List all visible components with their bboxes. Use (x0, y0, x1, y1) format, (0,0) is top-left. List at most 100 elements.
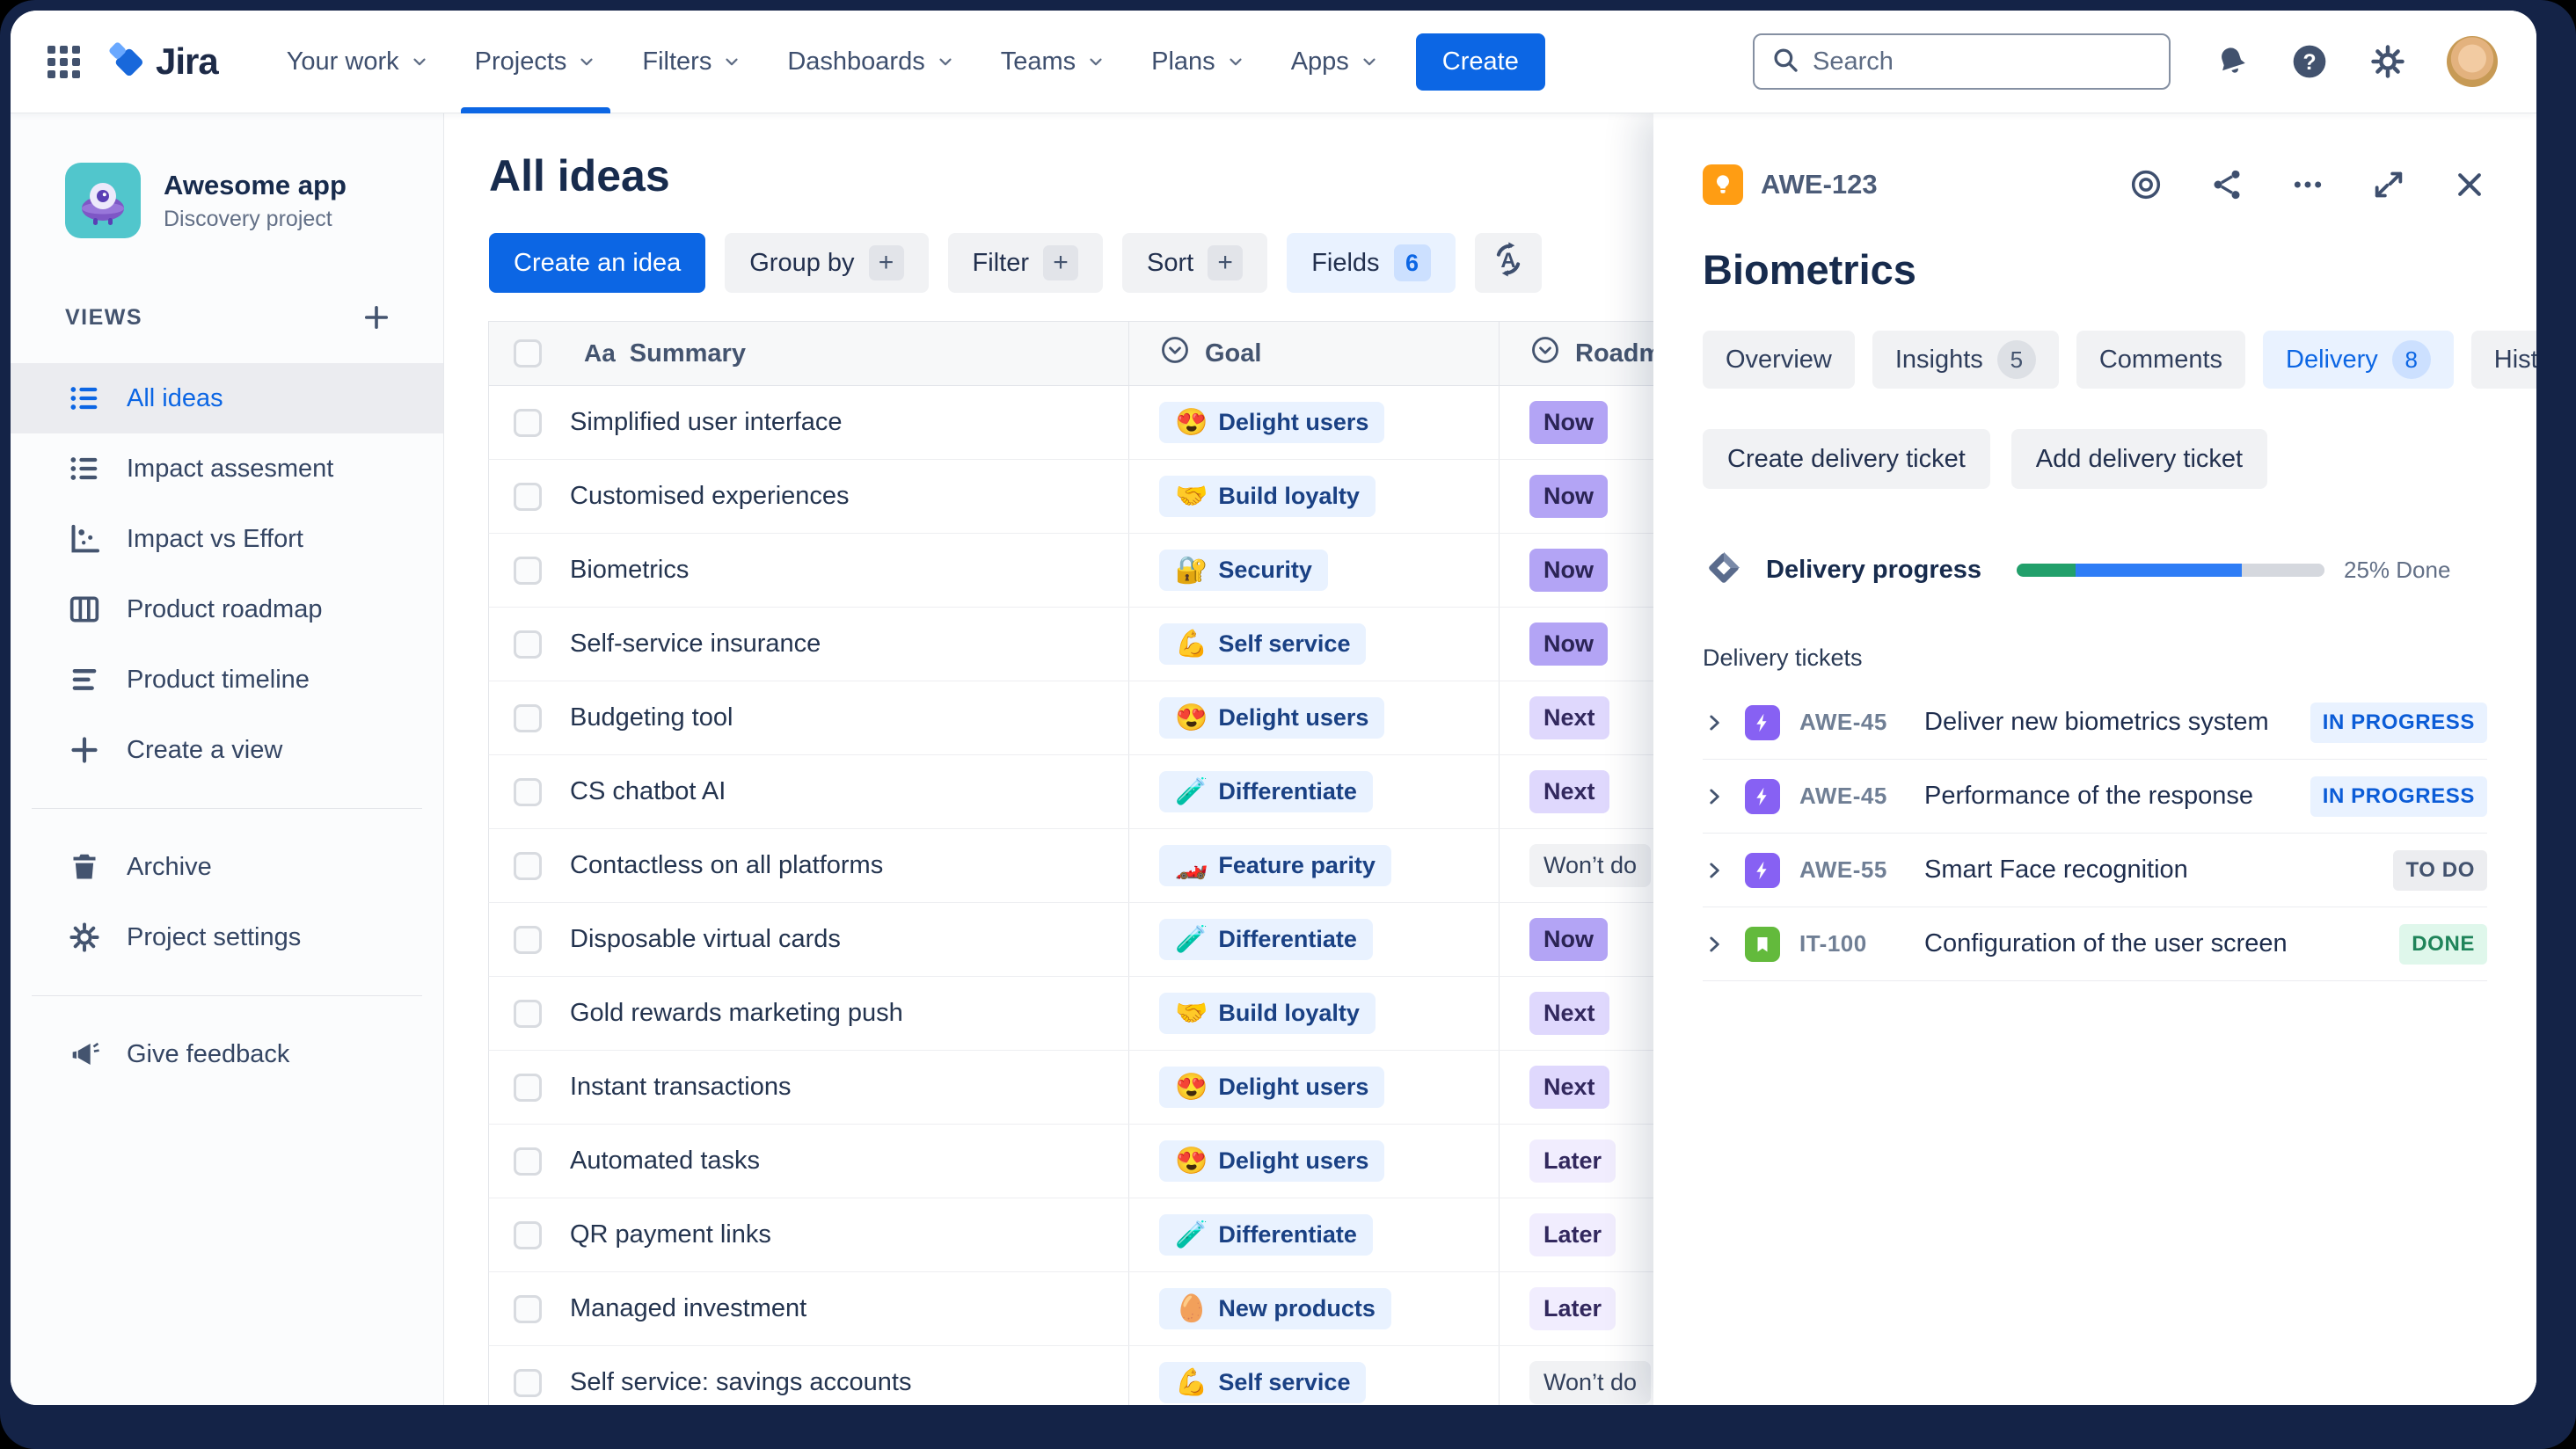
tab-overview[interactable]: Overview (1703, 331, 1855, 389)
sidebar-item-product-roadmap[interactable]: Product roadmap (11, 574, 443, 644)
delivery-ticket-row[interactable]: IT-100 Configuration of the user screen DO… (1703, 907, 2487, 981)
jira-logo[interactable]: Jira (106, 40, 219, 84)
goal-cell: 🤝 Build loyalty (1129, 977, 1500, 1050)
delivery-ticket-row[interactable]: AWE-45 Performance of the response IN PROG… (1703, 760, 2487, 834)
close-icon[interactable] (2452, 167, 2487, 202)
share-icon[interactable] (2209, 167, 2244, 202)
svg-text:?: ? (2302, 51, 2316, 75)
views-list: All ideas Impact assesment Impact vs Effor… (11, 363, 443, 785)
nav-item-teams[interactable]: Teams (978, 11, 1128, 113)
sidebar-item-archive[interactable]: Archive (11, 832, 443, 902)
sidebar-item-product-timeline[interactable]: Product timeline (11, 644, 443, 715)
goal-emoji: 😍 (1175, 1146, 1208, 1176)
goal-cell: 😍 Delight users (1129, 681, 1500, 754)
watch-icon[interactable] (2128, 167, 2164, 202)
row-checkbox[interactable] (514, 925, 542, 954)
project-header[interactable]: Awesome app Discovery project (11, 113, 443, 238)
group-by-button[interactable]: Group by + (725, 233, 929, 293)
add-view-icon[interactable] (361, 302, 392, 333)
expand-chevron-icon[interactable] (1703, 859, 1726, 882)
sidebar-item-impact-assesment[interactable]: Impact assesment (11, 433, 443, 504)
tab-delivery[interactable]: Delivery 8 (2263, 331, 2454, 389)
delivery-ticket-row[interactable]: AWE-45 Deliver new biometrics system IN PR… (1703, 686, 2487, 760)
sort-button[interactable]: Sort + (1122, 233, 1268, 293)
row-checkbox[interactable] (514, 1368, 542, 1397)
gear-icon (67, 920, 102, 955)
column-header-goal[interactable]: Goal (1129, 322, 1500, 385)
create-idea-button[interactable]: Create an idea (489, 233, 706, 293)
row-checkbox[interactable] (514, 630, 542, 659)
issue-key[interactable]: AWE-123 (1761, 169, 1878, 200)
delivery-ticket-row[interactable]: AWE-55 Smart Face recognition TO DO (1703, 834, 2487, 907)
goal-label: Security (1218, 557, 1312, 583)
jira-logo-text: Jira (156, 40, 219, 82)
filter-button[interactable]: Filter + (947, 233, 1103, 293)
rename-sort-button[interactable]: A (1474, 233, 1542, 293)
nav-item-label: Apps (1290, 47, 1349, 76)
user-avatar[interactable] (2447, 36, 2498, 87)
tab-insights[interactable]: Insights 5 (1872, 331, 2059, 389)
create-delivery-ticket-button[interactable]: Create delivery ticket (1703, 429, 1990, 489)
row-checkbox[interactable] (514, 1220, 542, 1249)
more-actions-icon[interactable] (2290, 167, 2325, 202)
nav-item-filters[interactable]: Filters (619, 11, 764, 113)
row-checkbox[interactable] (514, 703, 542, 732)
progress-segment (2075, 564, 2242, 577)
sidebar-item-label: Project settings (127, 922, 302, 951)
select-all-checkbox[interactable] (514, 339, 542, 368)
row-checkbox[interactable] (514, 851, 542, 880)
panel-action-icons (2128, 167, 2487, 202)
row-checkbox[interactable] (514, 777, 542, 806)
row-checkbox[interactable] (514, 999, 542, 1028)
nav-item-your-work[interactable]: Your work (264, 11, 452, 113)
sidebar-item-all-ideas[interactable]: All ideas (11, 363, 443, 433)
row-checkbox[interactable] (514, 556, 542, 585)
nav-item-projects[interactable]: Projects (452, 11, 620, 113)
search-input[interactable] (1813, 47, 2153, 76)
sidebar-item-project-settings[interactable]: Project settings (11, 902, 443, 972)
summary-cell: Self-service insurance (489, 608, 1129, 681)
fields-button[interactable]: Fields 6 (1287, 233, 1456, 293)
tab-history[interactable]: History (2470, 331, 2536, 389)
help-icon[interactable]: ? (2290, 42, 2329, 81)
goal-emoji: 🔐 (1175, 555, 1208, 585)
expand-chevron-icon[interactable] (1703, 933, 1726, 956)
roadmap-cell: Now (1500, 386, 1913, 459)
give-feedback-item[interactable]: Give feedback (11, 1019, 443, 1089)
create-button[interactable]: Create (1415, 33, 1545, 91)
add-delivery-ticket-button[interactable]: Add delivery ticket (2010, 429, 2268, 489)
plus-icon: + (1208, 245, 1244, 280)
progress-percent-label: 25% Done (2344, 557, 2451, 583)
settings-gear-icon[interactable] (2369, 43, 2406, 80)
project-avatar (65, 163, 141, 238)
plus-icon (67, 732, 102, 768)
goal-emoji: 🥚 (1175, 1293, 1208, 1323)
ticket-key: IT-100 (1799, 930, 1867, 957)
app-switcher-icon[interactable] (47, 45, 80, 78)
give-feedback-label: Give feedback (127, 1039, 290, 1068)
nav-item-plans[interactable]: Plans (1128, 11, 1268, 113)
idea-summary: Self service: savings accounts (570, 1368, 912, 1396)
expand-chevron-icon[interactable] (1703, 711, 1726, 734)
row-checkbox[interactable] (514, 1147, 542, 1176)
goal-pill: 😍 Delight users (1159, 1067, 1385, 1108)
expand-chevron-icon[interactable] (1703, 785, 1726, 808)
sidebar-item-impact-vs-effort[interactable]: Impact vs Effort (11, 504, 443, 574)
column-header-summary[interactable]: Aa Summary (489, 322, 1129, 385)
idea-summary: Disposable virtual cards (570, 925, 841, 953)
expand-icon[interactable] (2371, 167, 2406, 202)
notifications-bell-icon[interactable] (2215, 44, 2250, 79)
summary-cell: Biometrics (489, 534, 1129, 607)
nav-item-apps[interactable]: Apps (1268, 11, 1402, 113)
row-checkbox[interactable] (514, 482, 542, 511)
nav-item-dashboards[interactable]: Dashboards (764, 11, 977, 113)
sidebar-item-label: Archive (127, 852, 212, 881)
goal-pill: 😍 Delight users (1159, 402, 1385, 443)
row-checkbox[interactable] (514, 408, 542, 437)
tab-comments[interactable]: Comments (2076, 331, 2246, 389)
goal-label: Delight users (1218, 1074, 1369, 1100)
sidebar-item-create-a-view[interactable]: Create a view (11, 715, 443, 785)
row-checkbox[interactable] (514, 1073, 542, 1102)
row-checkbox[interactable] (514, 1294, 542, 1323)
